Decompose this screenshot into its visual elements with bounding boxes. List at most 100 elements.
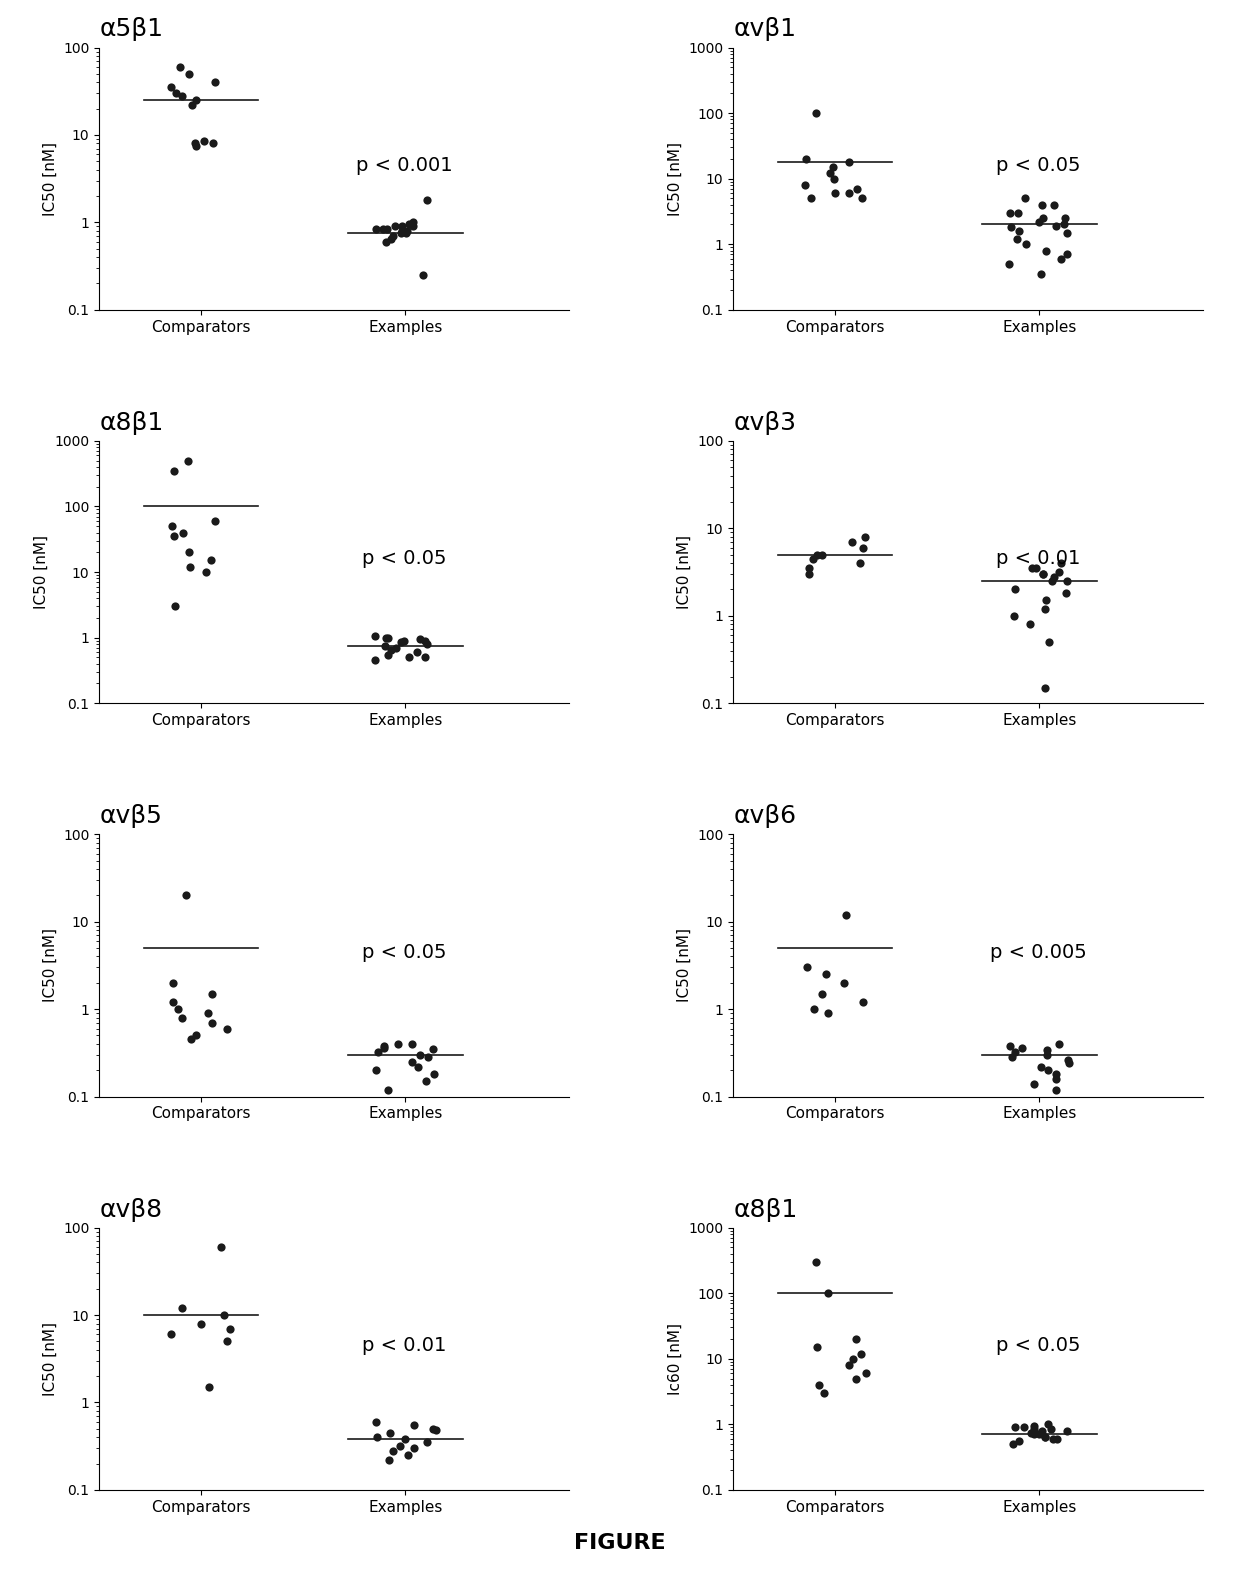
Text: α5β1: α5β1 xyxy=(99,17,164,41)
Point xyxy=(847,1366,867,1392)
Point xyxy=(367,1425,387,1450)
Point xyxy=(1009,1428,1029,1453)
Point xyxy=(418,1045,438,1070)
Point xyxy=(799,555,818,580)
Point xyxy=(1029,209,1049,235)
Point xyxy=(392,219,412,244)
Point xyxy=(366,623,386,648)
Point xyxy=(186,133,206,158)
Point xyxy=(1032,1419,1052,1444)
Point xyxy=(378,624,398,650)
Point xyxy=(796,146,816,171)
Point xyxy=(852,185,872,211)
Text: p < 0.05: p < 0.05 xyxy=(996,1336,1081,1355)
Point xyxy=(367,216,387,241)
Point xyxy=(1037,1038,1056,1064)
Point xyxy=(1045,1062,1065,1087)
Point xyxy=(1025,1420,1045,1446)
Point xyxy=(166,81,186,106)
Point xyxy=(391,629,410,655)
Point xyxy=(368,1040,388,1065)
Point xyxy=(161,1322,181,1347)
Point xyxy=(797,954,817,980)
Point xyxy=(843,1346,863,1371)
Point xyxy=(1035,675,1055,701)
Point xyxy=(839,181,859,206)
Point xyxy=(806,1249,826,1274)
Point xyxy=(424,1062,444,1087)
Point xyxy=(378,1076,398,1102)
Point xyxy=(172,1295,192,1320)
Point xyxy=(1006,577,1025,602)
Point xyxy=(1052,246,1071,271)
Point xyxy=(403,1436,423,1461)
Text: p < 0.005: p < 0.005 xyxy=(990,943,1086,962)
Point xyxy=(807,1335,827,1360)
Point xyxy=(1049,1032,1069,1057)
Point xyxy=(379,1420,399,1446)
Point xyxy=(373,216,393,241)
Point xyxy=(999,252,1019,277)
Point xyxy=(1004,602,1024,628)
Point xyxy=(808,1373,828,1398)
Point xyxy=(404,1412,424,1438)
Point xyxy=(172,82,192,108)
Point xyxy=(397,220,417,246)
Point xyxy=(801,185,821,211)
Point xyxy=(1044,192,1064,217)
Point xyxy=(219,1316,239,1341)
Point xyxy=(162,514,182,539)
Point xyxy=(1056,241,1076,266)
Text: αvβ6: αvβ6 xyxy=(733,804,796,829)
Point xyxy=(366,648,386,674)
Point xyxy=(407,639,427,664)
Point xyxy=(1024,1414,1044,1439)
Point xyxy=(392,214,412,239)
Point xyxy=(398,212,418,238)
Point xyxy=(1006,1415,1025,1441)
Point xyxy=(427,1417,446,1442)
Point xyxy=(1032,192,1052,217)
Text: FIGURE: FIGURE xyxy=(574,1533,666,1553)
Point xyxy=(423,1415,443,1441)
Point xyxy=(800,561,820,586)
Point xyxy=(181,1027,201,1052)
Point xyxy=(1042,569,1061,594)
Point xyxy=(202,981,222,1006)
Point xyxy=(376,230,396,255)
Point xyxy=(1001,1033,1021,1059)
Point xyxy=(999,200,1019,225)
Point xyxy=(201,548,221,574)
Point xyxy=(1049,560,1069,585)
Y-axis label: Ic60 [nM]: Ic60 [nM] xyxy=(668,1323,683,1395)
Point xyxy=(1024,1422,1044,1447)
Point xyxy=(391,1433,410,1458)
Point xyxy=(1037,238,1056,263)
Y-axis label: IC50 [nM]: IC50 [nM] xyxy=(677,929,692,1002)
Text: αvβ8: αvβ8 xyxy=(99,1198,162,1222)
Point xyxy=(1038,1412,1058,1438)
Point xyxy=(398,1442,418,1468)
Point xyxy=(388,1032,408,1057)
Point xyxy=(853,536,873,561)
Point xyxy=(812,981,832,1006)
Point xyxy=(1002,1045,1022,1070)
Point xyxy=(1030,262,1050,287)
Point xyxy=(821,160,841,185)
Point xyxy=(853,989,873,1014)
Point xyxy=(185,130,205,155)
Point xyxy=(1059,1051,1079,1076)
Point xyxy=(205,509,224,534)
Point xyxy=(379,1447,399,1472)
Point xyxy=(202,1010,222,1035)
Point xyxy=(193,128,213,154)
Point xyxy=(1021,612,1040,637)
Point xyxy=(414,628,434,653)
Point xyxy=(391,220,410,246)
Point xyxy=(202,130,222,155)
Point xyxy=(417,1430,436,1455)
Point xyxy=(825,181,844,206)
Point xyxy=(394,628,414,653)
Point xyxy=(423,1037,443,1062)
Point xyxy=(1017,231,1037,257)
